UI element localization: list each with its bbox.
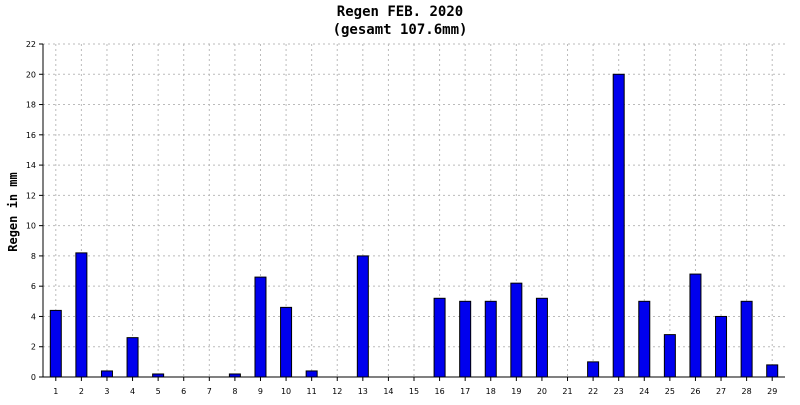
bar — [254, 276, 267, 378]
x-tick-label: 17 — [460, 387, 470, 396]
bar — [638, 300, 651, 378]
x-tick-label: 22 — [588, 387, 598, 396]
x-tick-label: 13 — [358, 387, 368, 396]
x-tick-label: 10 — [281, 387, 291, 396]
x-tick-label: 25 — [665, 387, 675, 396]
x-tick-label: 28 — [742, 387, 752, 396]
bar — [280, 306, 293, 378]
bar — [433, 297, 446, 378]
x-tick-label: 18 — [486, 387, 496, 396]
y-tick-label: 8 — [31, 252, 36, 261]
y-tick-label: 12 — [26, 191, 36, 200]
bar — [356, 255, 369, 378]
y-tick-label: 22 — [26, 40, 36, 49]
x-tick-label: 16 — [434, 387, 444, 396]
x-tick-label: 1 — [53, 387, 58, 396]
bar — [689, 273, 702, 378]
y-axis-label: Regen in mm — [6, 172, 20, 252]
x-tick-label: 4 — [130, 387, 135, 396]
x-tick-label: 21 — [562, 387, 572, 396]
bar — [510, 282, 523, 378]
x-tick-label: 27 — [716, 387, 726, 396]
bar — [766, 364, 779, 378]
y-tick-label: 0 — [31, 373, 36, 382]
y-tick-label: 6 — [31, 282, 36, 291]
x-tick-label: 11 — [307, 387, 317, 396]
x-tick-label: 19 — [511, 387, 521, 396]
bar — [100, 370, 113, 378]
y-tick-label: 20 — [26, 70, 36, 79]
x-tick-label: 26 — [690, 387, 700, 396]
bar — [663, 334, 676, 378]
x-tick-label: 12 — [332, 387, 342, 396]
bar — [126, 337, 139, 378]
bar — [49, 309, 62, 378]
x-tick-label: 3 — [104, 387, 109, 396]
y-tick-label: 2 — [31, 343, 36, 352]
y-tick-label: 18 — [26, 101, 36, 110]
x-tick-label: 8 — [232, 387, 237, 396]
x-tick-label: 7 — [207, 387, 212, 396]
bar — [75, 252, 88, 378]
x-tick-label: 23 — [614, 387, 624, 396]
y-tick-label: 4 — [31, 312, 36, 321]
bar — [740, 300, 753, 378]
x-tick-label: 20 — [537, 387, 547, 396]
x-tick-label: 29 — [767, 387, 777, 396]
y-tick-label: 14 — [26, 161, 36, 170]
y-tick-label: 16 — [26, 131, 36, 140]
bar — [305, 370, 318, 378]
bar — [459, 300, 472, 378]
chart-subtitle: (gesamt 107.6mm) — [332, 22, 468, 38]
x-tick-label: 5 — [156, 387, 161, 396]
bar — [612, 73, 625, 378]
x-tick-label: 14 — [383, 387, 393, 396]
bar — [587, 361, 600, 378]
chart-title: Regen FEB. 2020 — [336, 4, 464, 20]
bar — [535, 297, 548, 378]
x-tick-label: 6 — [181, 387, 186, 396]
bar — [484, 300, 497, 378]
y-tick-label: 10 — [26, 222, 36, 231]
x-tick-label: 2 — [79, 387, 84, 396]
x-tick-label: 15 — [409, 387, 419, 396]
x-tick-label: 9 — [258, 387, 263, 396]
x-tick-label: 24 — [639, 387, 649, 396]
bar — [715, 315, 728, 378]
